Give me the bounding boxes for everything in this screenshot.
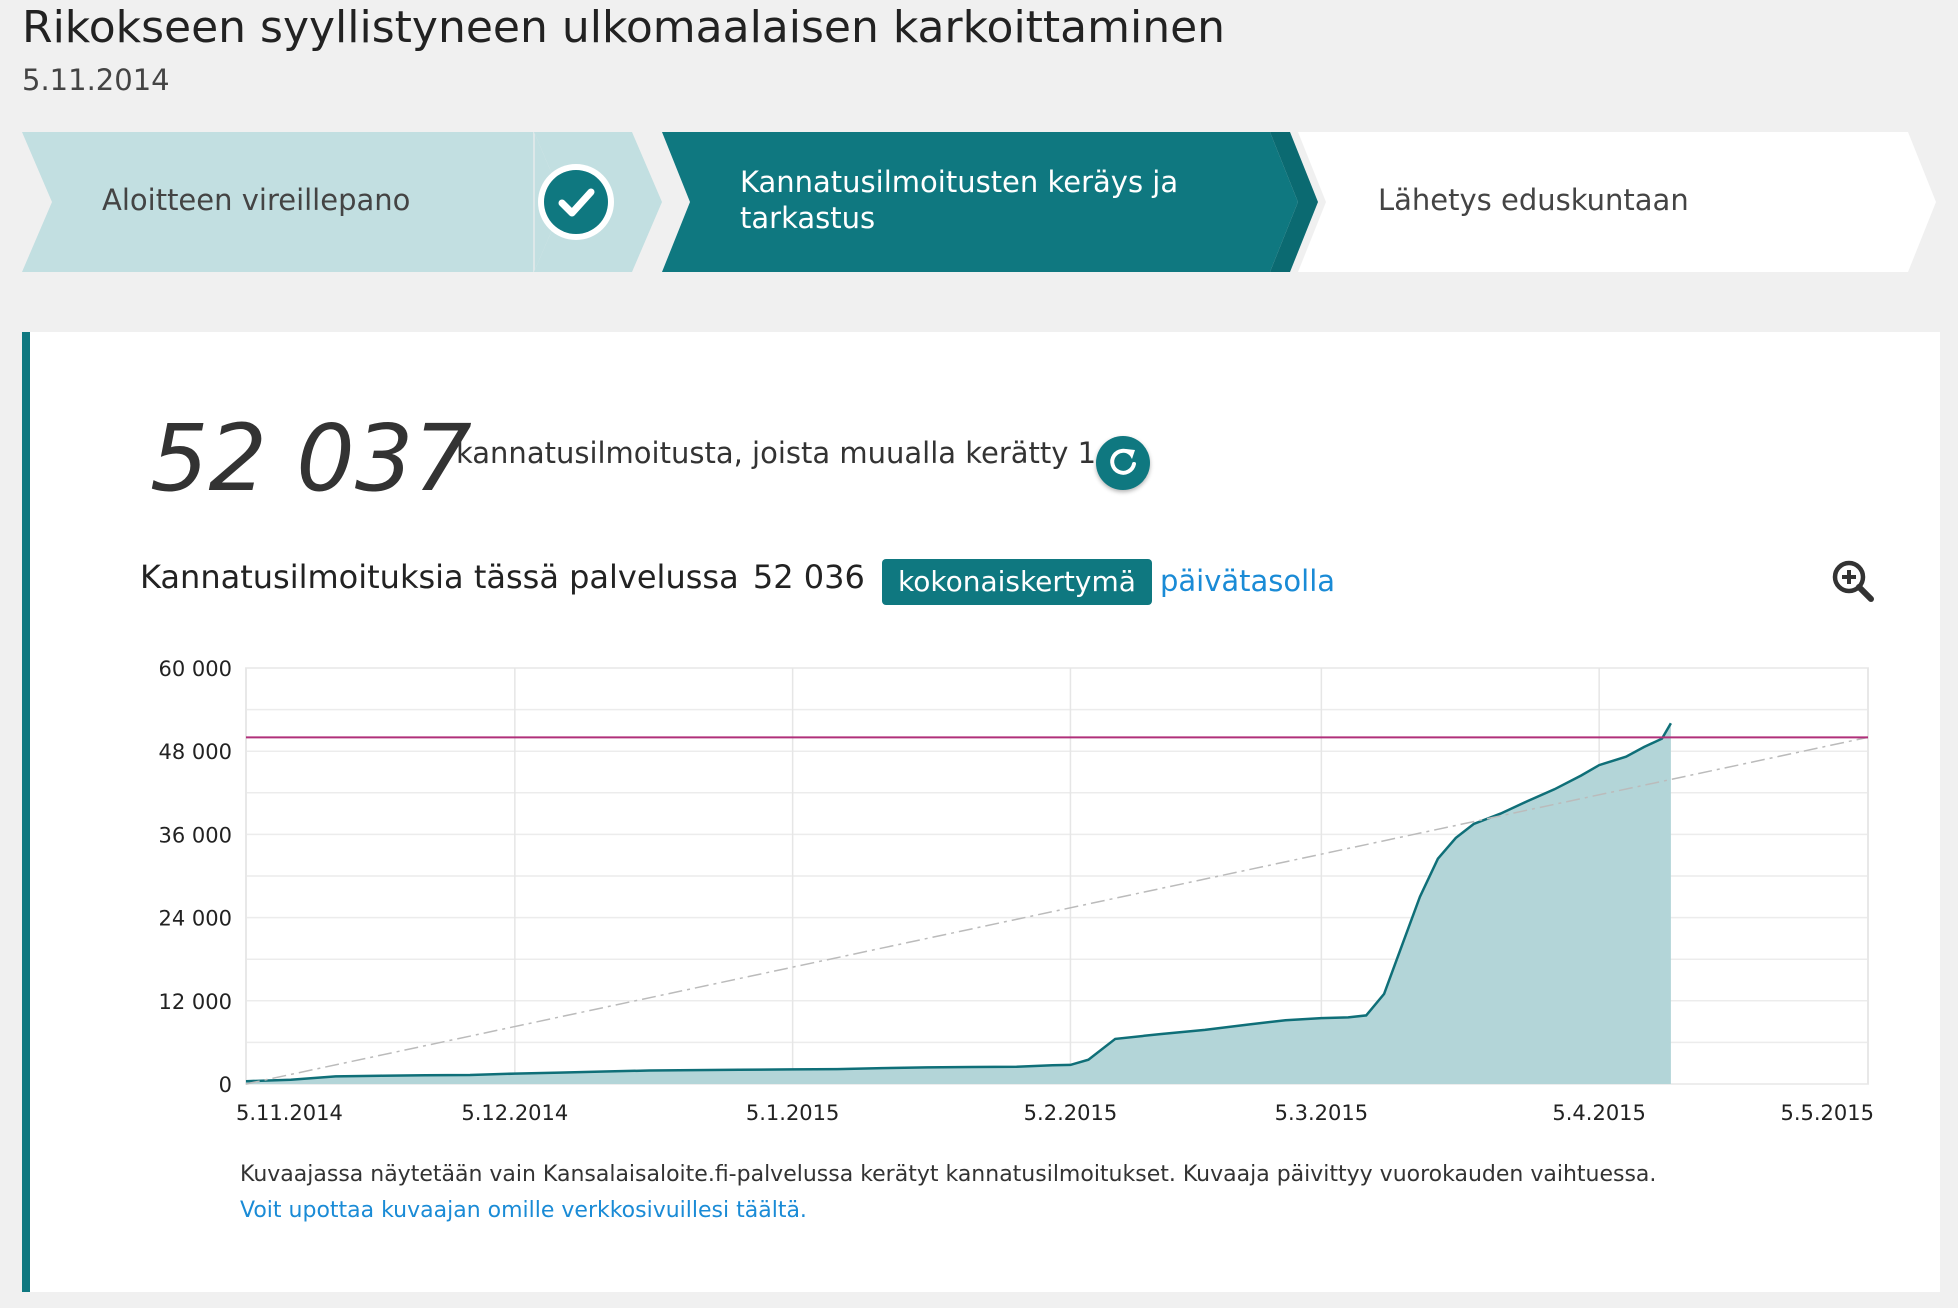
x-tick-label: 5.1.2015	[746, 1101, 840, 1125]
step-upcoming-shape	[1298, 132, 1936, 272]
cumulative-line	[245, 722, 1672, 1083]
y-tick-label: 60 000	[159, 657, 232, 681]
signature-panel: 52 037 kannatusilmoitusta, joista muuall…	[22, 332, 1940, 1292]
chart-heading-text: Kannatusilmoituksia tässä palvelussa	[140, 558, 739, 596]
chart-note: Kuvaajassa näytetään vain Kansalaisaloit…	[240, 1162, 1657, 1187]
step-2-label-line2: tarkastus	[740, 201, 876, 235]
x-tick-label: 5.4.2015	[1552, 1101, 1646, 1125]
y-tick-label: 12 000	[159, 990, 232, 1014]
y-axis-ticks: 0 12 000 24 000 36 000 48 000 60 000	[159, 657, 232, 1097]
step-3-label: Lähetys eduskuntaan	[1378, 183, 1689, 217]
step-2-label-line1: Kannatusilmoitusten keräys ja	[740, 165, 1179, 199]
x-tick-label: 5.2.2015	[1024, 1101, 1118, 1125]
tab-cumulative[interactable]: kokonaiskertymä	[882, 559, 1152, 605]
embed-chart-link[interactable]: Voit upottaa kuvaajan omille verkkosivui…	[240, 1198, 807, 1223]
x-tick-label: 5.3.2015	[1275, 1101, 1369, 1125]
chart-heading-count: 52 036	[752, 558, 865, 596]
cumulative-area	[246, 723, 1671, 1084]
y-tick-label: 0	[219, 1073, 232, 1097]
signature-count: 52 037	[150, 405, 472, 512]
y-tick-label: 24 000	[159, 907, 232, 931]
step-1-label: Aloitteen vireillepano	[102, 183, 411, 217]
refresh-icon	[1110, 448, 1136, 475]
check-icon	[536, 162, 616, 242]
zoom-in-icon[interactable]	[1830, 558, 1876, 604]
x-tick-label: 5.12.2014	[461, 1101, 568, 1125]
step-2-label: Kannatusilmoitusten keräys ja tarkastus	[740, 164, 1178, 236]
x-tick-label: 5.5.2015	[1780, 1101, 1874, 1125]
refresh-button[interactable]	[1096, 436, 1150, 490]
step-active-edge	[1270, 132, 1318, 272]
tab-daily[interactable]: päivätasolla	[1160, 564, 1336, 598]
y-tick-label: 48 000	[159, 740, 232, 764]
progress-steps: Aloitteen vireillepano Kannatusilmoitust…	[22, 132, 1940, 272]
step-active-shape	[662, 132, 1298, 272]
chart-grid	[245, 667, 1869, 1085]
page-title: Rikokseen syyllistyneen ulkomaalaisen ka…	[22, 2, 1226, 53]
x-tick-label: 5.11.2014	[236, 1101, 343, 1125]
signature-description: kannatusilmoitusta, joista muualla kerät…	[456, 436, 1097, 470]
signatures-chart: 0 12 000 24 000 36 000 48 000 60 000 5.11.201…	[159, 657, 1874, 1125]
x-axis-ticks: 5.11.2014 5.12.2014 5.1.2015 5.2.2015 5.3.20…	[236, 1101, 1874, 1125]
target-trend-line	[245, 736, 1869, 1085]
progress-steps-shapes	[22, 132, 1936, 272]
y-tick-label: 36 000	[159, 823, 232, 847]
step-done-shape	[22, 132, 564, 272]
page-date: 5.11.2014	[22, 63, 170, 97]
chart-heading: Kannatusilmoituksia tässä palvelussa 52 …	[140, 558, 869, 596]
